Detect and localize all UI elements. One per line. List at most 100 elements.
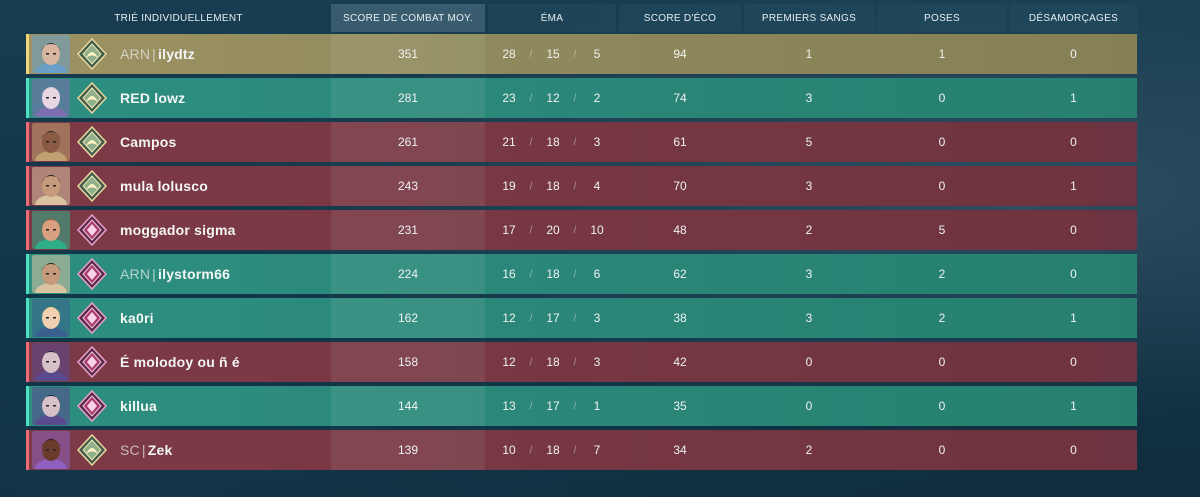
deaths: 18	[546, 355, 560, 369]
header-defuses[interactable]: DÉSAMORÇAGES	[1010, 4, 1137, 32]
sorted-column-highlight	[331, 342, 485, 382]
player-first-bloods: 3	[805, 267, 813, 281]
header-first-bloods[interactable]: PREMIERS SANGS	[744, 4, 874, 32]
player-first-bloods: 1	[805, 47, 813, 61]
player-name[interactable]: SC | Zek	[120, 430, 172, 470]
player-econ: 38	[673, 311, 687, 325]
team-tag: ARN	[120, 266, 151, 282]
player-plants: 5	[938, 223, 946, 237]
player-name-text: É molodoy ou ñ é	[120, 354, 240, 370]
player-kda: 12/17/3	[500, 298, 606, 338]
player-name-text: RED lowz	[120, 90, 186, 106]
team-color-strip	[26, 166, 29, 206]
kills: 12	[502, 311, 516, 325]
player-name[interactable]: killua	[120, 386, 157, 426]
player-name[interactable]: mula lolusco	[120, 166, 208, 206]
player-name[interactable]: Campos	[120, 122, 176, 162]
row-background	[29, 430, 1137, 470]
player-row[interactable]: killua 13/17/1 144 35 0 0 1	[26, 386, 1137, 426]
player-defuses: 0	[1070, 443, 1077, 457]
header-econ[interactable]: SCORE D'ÉCO	[619, 4, 741, 32]
player-row[interactable]: ka0ri 12/17/3 162 38 3 2 1	[26, 298, 1137, 338]
header-acs[interactable]: SCORE DE COMBAT MOY.	[331, 4, 485, 32]
row-background	[29, 254, 1137, 294]
kills: 12	[502, 355, 516, 369]
player-econ: 34	[673, 443, 687, 457]
player-econ: 61	[673, 135, 687, 149]
player-row[interactable]: RED lowz 23/12/2 281 74 3 0 1	[26, 78, 1137, 118]
player-name-text: ilydtz	[158, 46, 195, 62]
player-row[interactable]: Campos 21/18/3 261 61 5 0 0	[26, 122, 1137, 162]
team-color-strip	[26, 254, 29, 294]
player-name[interactable]: ARN | ilystorm66	[120, 254, 230, 294]
team-color-strip	[26, 34, 29, 74]
assists: 3	[593, 311, 601, 325]
deaths: 17	[546, 399, 560, 413]
player-row[interactable]: É molodoy ou ñ é 12/18/3 158 42 0 0 0	[26, 342, 1137, 382]
player-name-text: mula lolusco	[120, 178, 208, 194]
player-name[interactable]: É molodoy ou ñ é	[120, 342, 240, 382]
scoreboard: TRIÉ INDIVIDUELLEMENT SCORE DE COMBAT MO…	[26, 0, 1137, 478]
kills: 16	[502, 267, 516, 281]
player-econ: 42	[673, 355, 687, 369]
player-row[interactable]: moggador sigma 17/20/10 231 48 2 5 0	[26, 210, 1137, 250]
player-acs: 139	[397, 443, 419, 457]
agent-portrait-icon	[32, 343, 70, 381]
header-kda[interactable]: ÉMA	[488, 4, 616, 32]
ascendant-rank-icon	[76, 125, 108, 159]
player-name[interactable]: RED lowz	[120, 78, 185, 118]
row-background	[29, 210, 1137, 250]
ascendant-rank-icon	[76, 169, 108, 203]
tag-separator: |	[152, 266, 157, 282]
sorted-column-highlight	[331, 430, 485, 470]
assists: 7	[593, 443, 601, 457]
team-tag: SC	[120, 442, 140, 458]
player-row[interactable]: ARN | ilydtz 28/15/5 351 94 1 1 0	[26, 34, 1137, 74]
player-plants: 0	[938, 91, 946, 105]
ascendant-rank-icon	[76, 37, 108, 71]
assists: 10	[590, 223, 604, 237]
row-background	[29, 386, 1137, 426]
player-name-text: ka0ri	[120, 310, 154, 326]
deaths: 12	[546, 91, 560, 105]
player-acs: 281	[397, 91, 419, 105]
player-kda: 23/12/2	[500, 78, 606, 118]
header-player-sort[interactable]: TRIÉ INDIVIDUELLEMENT	[114, 12, 243, 24]
agent-portrait-icon	[32, 299, 70, 337]
sorted-column-highlight	[331, 122, 485, 162]
player-econ: 62	[673, 267, 687, 281]
player-kda: 13/17/1	[500, 386, 606, 426]
player-defuses: 0	[1070, 135, 1077, 149]
player-econ: 35	[673, 399, 687, 413]
player-name[interactable]: ARN | ilydtz	[120, 34, 195, 74]
team-color-strip	[26, 78, 29, 118]
player-defuses: 1	[1070, 311, 1077, 325]
player-defuses: 1	[1070, 399, 1077, 413]
deaths: 18	[546, 443, 560, 457]
player-first-bloods: 2	[805, 223, 813, 237]
header-plants[interactable]: POSES	[877, 4, 1007, 32]
player-row[interactable]: ARN | ilystorm66 16/18/6 224 62 3 2 0	[26, 254, 1137, 294]
team-color-strip	[26, 430, 29, 470]
player-acs: 231	[397, 223, 419, 237]
kills: 10	[502, 443, 516, 457]
row-background	[29, 122, 1137, 162]
player-plants: 0	[938, 355, 946, 369]
team-tag: ARN	[120, 46, 151, 62]
player-econ: 70	[673, 179, 687, 193]
player-row[interactable]: SC | Zek 10/18/7 139 34 2 0 0	[26, 430, 1137, 470]
player-name[interactable]: ka0ri	[120, 298, 154, 338]
sorted-column-highlight	[331, 34, 485, 74]
agent-portrait-icon	[32, 79, 70, 117]
player-defuses: 0	[1070, 267, 1077, 281]
player-acs: 158	[397, 355, 419, 369]
agent-portrait-icon	[32, 167, 70, 205]
player-econ: 74	[673, 91, 687, 105]
player-first-bloods: 0	[805, 355, 813, 369]
player-name[interactable]: moggador sigma	[120, 210, 236, 250]
player-acs: 144	[397, 399, 419, 413]
player-row[interactable]: mula lolusco 19/18/4 243 70 3 0 1	[26, 166, 1137, 206]
row-background	[29, 342, 1137, 382]
assists: 6	[593, 267, 601, 281]
sorted-column-highlight	[331, 166, 485, 206]
